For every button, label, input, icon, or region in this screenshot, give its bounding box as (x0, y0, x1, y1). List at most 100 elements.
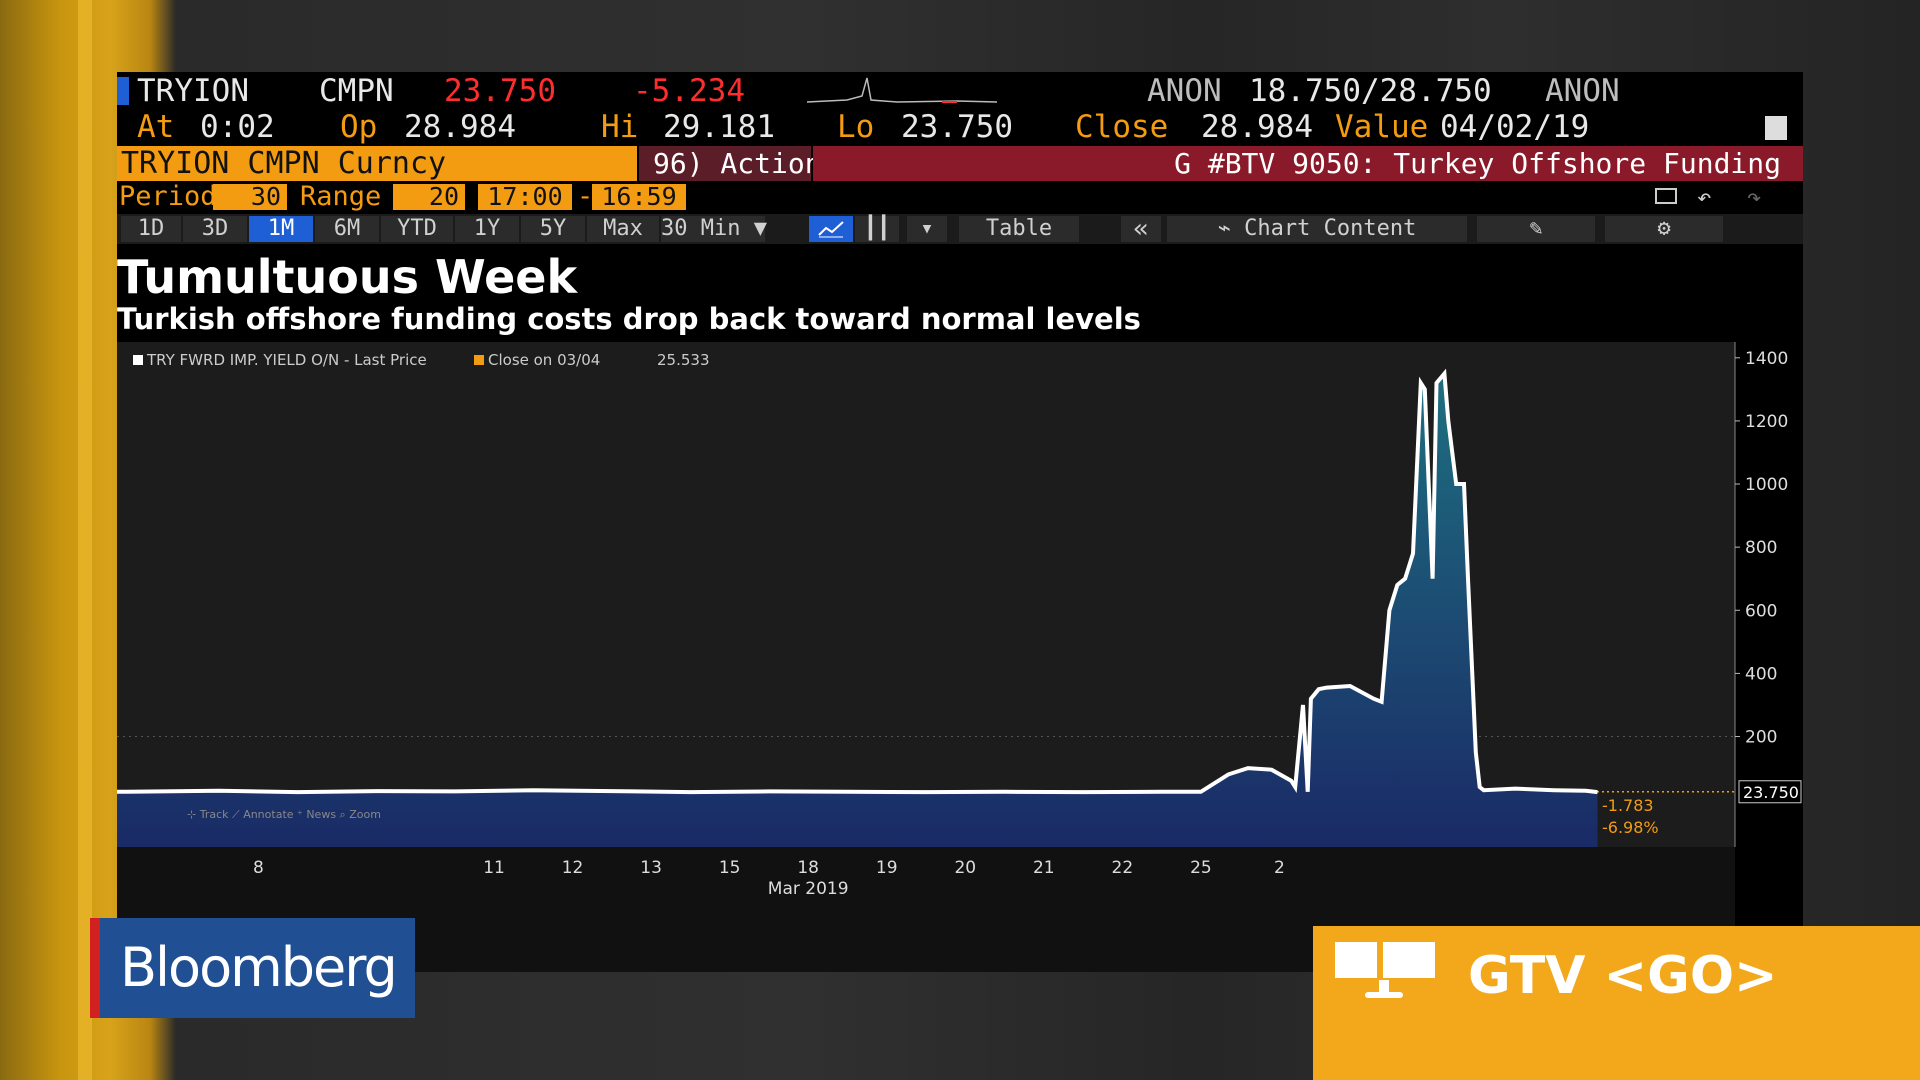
chart-type-dropdown-icon[interactable]: ▾ (907, 216, 947, 242)
line-chart-icon[interactable] (809, 216, 853, 242)
range-5y[interactable]: 5Y (521, 216, 585, 242)
collapse-icon[interactable]: « (1121, 216, 1161, 242)
screen-icon[interactable] (1655, 188, 1677, 204)
gtv-go-label: GTV <GO> (1468, 946, 1778, 1006)
bar-chart-icon[interactable]: ┃┃ (855, 216, 899, 242)
y-tick-label: 1200 (1745, 412, 1788, 432)
gtv-banner: GTV <GO> (1313, 926, 1920, 1080)
bid-ask: 18.750/28.750 (1249, 73, 1492, 109)
period-field[interactable]: 30 (213, 184, 287, 210)
y-tick-label: 400 (1745, 664, 1777, 684)
low-value: 23.750 (901, 109, 1013, 145)
quote-row: TRYION CMPN 23.750 -5.234 ANON 18.750/28… (117, 74, 1803, 108)
interval-select[interactable]: 30 Min ▼ (661, 216, 767, 242)
price-chart[interactable]: 200 400 600 800 1000 1200 1400 23.750 -1.783 -6.9… (117, 342, 1803, 972)
x-tick-label: 22 (1112, 858, 1134, 878)
change-pct-label: -6.98% (1602, 818, 1659, 837)
high-value: 29.181 (663, 109, 775, 145)
bloomberg-terminal-window: TRYION CMPN 23.750 -5.234 ANON 18.750/28… (117, 72, 1803, 972)
close-value: 28.984 (1201, 109, 1313, 145)
x-tick-label: 19 (876, 858, 898, 878)
net-change: -5.234 (633, 73, 745, 109)
x-tick-label: 12 (562, 858, 584, 878)
pricing-source: CMPN (319, 73, 394, 109)
value-label: Value (1335, 109, 1429, 145)
sparkline (807, 77, 997, 103)
settings-gear-icon[interactable]: ⚙ (1605, 216, 1723, 242)
y-tick-label: 1400 (1745, 349, 1788, 369)
last-price: 23.750 (444, 73, 556, 109)
bloomberg-logo: Bloomberg (90, 918, 415, 1018)
legend-close-value: 25.533 (657, 351, 710, 369)
ticker: TRYION (137, 73, 249, 109)
x-tick-label: 21 (1033, 858, 1055, 878)
legend-swatch-close (474, 355, 484, 365)
y-tick-label: 800 (1745, 538, 1777, 558)
start-time-field[interactable]: 17:00 (478, 184, 572, 210)
ohlc-row: At 0:02 Op 28.984 Hi 29.181 Lo 23.750 Cl… (117, 110, 1803, 144)
security-name[interactable]: TRYION CMPN Curncy (117, 146, 637, 181)
value-date: 04/02/19 (1440, 109, 1590, 145)
x-tick-label: 2 (1274, 858, 1285, 878)
y-tick-label: 600 (1745, 601, 1777, 621)
range-1d[interactable]: 1D (121, 216, 181, 242)
chart-subtitle: Turkish offshore funding costs drop back… (117, 302, 1141, 336)
low-label: Lo (837, 109, 875, 145)
close-label: Close (1075, 109, 1169, 145)
chart-content-button[interactable]: ⌁ Chart Content (1167, 216, 1467, 242)
y-tick-label: 200 (1745, 728, 1777, 748)
y-tick-label: 1000 (1745, 475, 1788, 495)
bid-source: ANON (1147, 73, 1222, 109)
security-marker (117, 77, 129, 105)
range-1m[interactable]: 1M (249, 216, 313, 242)
period-label: Period (119, 181, 217, 212)
legend-label-last-price: TRY FWRD IMP. YIELD O/N - Last Price (146, 351, 427, 369)
range-field[interactable]: 20 (393, 184, 465, 210)
studio-light-stripe (78, 0, 92, 1080)
x-tick-label: 18 (797, 858, 819, 878)
annotate-icon[interactable]: ✎ (1477, 216, 1595, 242)
security-bar: TRYION CMPN Curncy 96) Actions ▾ G #BTV … (117, 146, 1803, 181)
plot-area (117, 342, 1735, 847)
range-max[interactable]: Max (587, 216, 659, 242)
news-headline[interactable]: G #BTV 9050: Turkey Offshore Funding (813, 146, 1803, 181)
range-3d[interactable]: 3D (183, 216, 247, 242)
ask-source: ANON (1545, 73, 1620, 109)
time-dash: - (577, 181, 594, 212)
range-label: Range (300, 181, 382, 212)
legend-swatch-last-price (133, 355, 143, 365)
x-axis-label: Mar 2019 (768, 879, 849, 899)
chart-toolbar: 1D 3D 1M 6M YTD 1Y 5Y Max 30 Min ▼ ┃┃ ▾ … (117, 214, 1803, 244)
at-label: At (137, 109, 175, 145)
x-tick-label: 20 (954, 858, 976, 878)
actions-menu[interactable]: 96) Actions ▾ (639, 146, 872, 181)
x-tick-label: 13 (640, 858, 662, 878)
export-icon[interactable] (1765, 116, 1787, 140)
period-bar: Period 30 Range 20 17:00 - 16:59 ↶ ↷ (117, 182, 1803, 212)
range-1y[interactable]: 1Y (455, 216, 519, 242)
chart-title: Tumultuous Week (117, 250, 578, 304)
chart-content-label: Chart Content (1244, 216, 1417, 241)
legend-label-close: Close on 03/04 (488, 351, 600, 369)
last-value-box (1738, 780, 1802, 804)
chart-tools-hint: ⊹ Track ⟋ Annotate ⁺ News ⌕ Zoom (187, 808, 381, 821)
x-tick-label: 25 (1190, 858, 1212, 878)
range-ytd[interactable]: YTD (381, 216, 453, 242)
table-button[interactable]: Table (959, 216, 1079, 242)
undo-icon[interactable]: ↶ (1697, 183, 1712, 211)
chart-content-icon: ⌁ (1217, 216, 1245, 241)
change-abs-label: -1.783 (1602, 796, 1654, 815)
x-tick-label: 8 (253, 858, 264, 878)
monitor-icon (1335, 942, 1435, 998)
series-line (117, 368, 1598, 795)
area-fill (117, 373, 1598, 847)
x-tick-label: 15 (719, 858, 741, 878)
open-value: 28.984 (404, 109, 516, 145)
redo-icon[interactable]: ↷ (1747, 183, 1762, 211)
last-value-label: 23.750 (1743, 783, 1799, 802)
high-label: Hi (601, 109, 639, 145)
range-6m[interactable]: 6M (315, 216, 379, 242)
open-label: Op (340, 109, 378, 145)
chart-tools[interactable]: ⊹ Track ⟋ Annotate ⁺ News ⌕ Zoom (187, 808, 381, 821)
end-time-field[interactable]: 16:59 (592, 184, 686, 210)
